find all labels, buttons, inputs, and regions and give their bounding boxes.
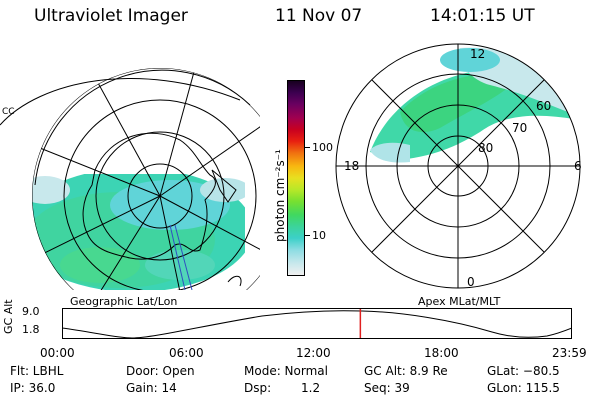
- svg-text:CC: CC: [2, 107, 15, 117]
- time-tick-0: 00:00: [40, 346, 75, 360]
- mlat-label-70: 70: [512, 121, 527, 135]
- ip-info: IP: 36.0: [10, 381, 56, 395]
- colorbar-tick-100: [305, 147, 310, 148]
- mlt-label-0: 0: [467, 275, 475, 289]
- mlt-label-12: 12: [470, 47, 485, 61]
- altitude-tick-low: 1.8: [22, 323, 40, 336]
- colorbar-unit: photon cm⁻²s⁻¹: [273, 149, 287, 242]
- mag-aurora-image: [370, 47, 580, 163]
- geographic-map: CC: [0, 68, 260, 290]
- dsp-label: Dsp:: [244, 381, 272, 395]
- door-info: Door: Open: [126, 364, 195, 378]
- dsp-value: 1.2: [301, 381, 321, 395]
- mode-info: Mode: Normal: [244, 364, 328, 378]
- glon-info: GLon: 115.5: [487, 381, 560, 395]
- altitude-plot: [62, 308, 572, 339]
- time-label: 14:01:15 UT: [430, 6, 535, 26]
- colorbar-label-100: 100: [312, 141, 333, 154]
- altitude-axis-title: GC Alt: [2, 299, 15, 334]
- mlat-label-80: 80: [478, 141, 493, 155]
- mlat-label-60: 60: [536, 99, 551, 113]
- geo-coastline: [82, 132, 216, 260]
- time-tick-4: 23:59: [552, 346, 587, 360]
- time-tick-1: 06:00: [169, 346, 204, 360]
- magnetic-map: 12 18 6 0 60 70 80: [335, 43, 582, 289]
- filter-info: Flt: LBHL: [10, 364, 64, 378]
- gain-info: Gain: 14: [126, 381, 177, 395]
- instrument-title: Ultraviolet Imager: [34, 6, 188, 26]
- altitude-tick-high: 9.0: [22, 305, 40, 318]
- mlt-label-18: 18: [344, 159, 359, 173]
- date-label: 11 Nov 07: [275, 6, 363, 26]
- colorbar-label-10: 10: [312, 229, 326, 242]
- mag-mlt-lines: [336, 44, 580, 288]
- time-tick-3: 18:00: [424, 346, 459, 360]
- mag-map-label: Apex MLat/MLT: [418, 295, 501, 308]
- mlt-label-6: 6: [574, 159, 582, 173]
- geo-aurora-image: [32, 174, 245, 290]
- geo-map-label: Geographic Lat/Lon: [70, 295, 178, 308]
- gc-alt-info: GC Alt: 8.9 Re: [364, 364, 448, 378]
- colorbar-tick-10: [305, 235, 310, 236]
- altitude-curve: [62, 310, 572, 339]
- seq-info: Seq: 39: [364, 381, 410, 395]
- time-tick-2: 12:00: [296, 346, 331, 360]
- glat-info: GLat: −80.5: [487, 364, 560, 378]
- intensity-colorbar: [287, 80, 305, 276]
